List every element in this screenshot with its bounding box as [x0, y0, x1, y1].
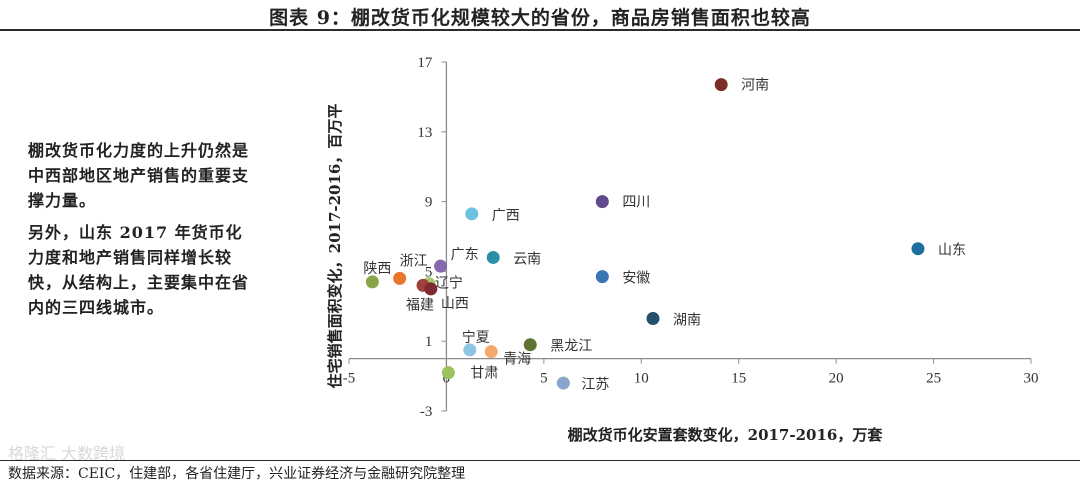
data-point	[441, 366, 455, 380]
y-tick-label: 5	[425, 264, 433, 280]
data-point	[486, 250, 500, 264]
data-point-label: 黑龙江	[550, 339, 592, 355]
data-point-label: 河南	[741, 78, 769, 94]
data-point-label: 广西	[492, 208, 520, 224]
x-tick-label: 5	[540, 371, 548, 387]
data-point-label: 湖南	[673, 313, 701, 329]
data-point	[465, 207, 479, 221]
top-rule	[0, 29, 1080, 31]
data-point-label: 云南	[513, 251, 541, 267]
data-point-label: 广东	[451, 247, 479, 263]
commentary-paragraph-2: 另外，山东 2017 年货币化力度和地产销售同样增长较快，从结构上，主要集中在省…	[28, 223, 250, 317]
x-tick-label: 10	[634, 371, 649, 387]
data-point-label: 江苏	[581, 377, 609, 393]
y-axis-title: 住宅销售面积变化，2017-2016，百万平	[326, 104, 344, 389]
data-point	[523, 338, 537, 352]
data-point-label: 浙江	[400, 253, 428, 269]
data-point-label: 四川	[622, 195, 650, 211]
data-point	[484, 345, 498, 359]
source-note: 数据来源：CEIC，住建部，各省住建厅，兴业证券经济与金融研究院整理	[8, 466, 466, 482]
data-point	[434, 259, 448, 273]
data-point	[424, 282, 438, 296]
y-tick-label: -3	[420, 404, 433, 420]
y-tick-label: 9	[425, 195, 433, 211]
data-point	[556, 376, 570, 390]
x-tick-label: 15	[731, 371, 746, 387]
data-point	[365, 275, 379, 289]
data-point	[595, 195, 609, 209]
data-point-label: 安徽	[622, 271, 650, 287]
x-axis-title: 棚改货币化安置套数变化，2017-2016，万套	[568, 426, 884, 444]
data-point	[646, 312, 660, 326]
x-tick-label: -5	[343, 371, 356, 387]
data-point-label: 陕西	[363, 261, 391, 277]
data-point	[911, 242, 925, 256]
data-point-label: 福建	[406, 297, 434, 313]
x-tick-label: 25	[926, 371, 941, 387]
data-point	[393, 271, 407, 285]
watermark: 格隆汇 大数跨境	[8, 444, 126, 463]
x-tick-label: 20	[829, 371, 844, 387]
data-point	[595, 270, 609, 284]
data-point-label: 甘肃	[470, 366, 498, 382]
data-point-label: 山西	[441, 296, 469, 312]
bottom-rule	[0, 460, 1080, 461]
data-point	[714, 78, 728, 92]
x-tick-label: 30	[1024, 371, 1039, 387]
data-point	[463, 343, 477, 357]
data-point-label: 山东	[938, 243, 966, 259]
y-tick-label: 13	[417, 125, 432, 141]
data-point-label: 青海	[503, 352, 531, 368]
commentary-paragraph-1: 棚改货币化力度的上升仍然是中西部地区地产销售的重要支撑力量。	[28, 141, 250, 210]
y-tick-label: 1	[425, 334, 433, 350]
data-point-label: 辽宁	[435, 275, 463, 292]
y-tick-label: 17	[417, 55, 433, 71]
chart-title: 图表 9：棚改货币化规模较大的省份，商品房销售面积也较高	[269, 7, 811, 29]
commentary: 棚改货币化力度的上升仍然是中西部地区地产销售的重要支撑力量。 另外，山东 201…	[28, 138, 253, 327]
data-point-label: 宁夏	[462, 329, 490, 346]
